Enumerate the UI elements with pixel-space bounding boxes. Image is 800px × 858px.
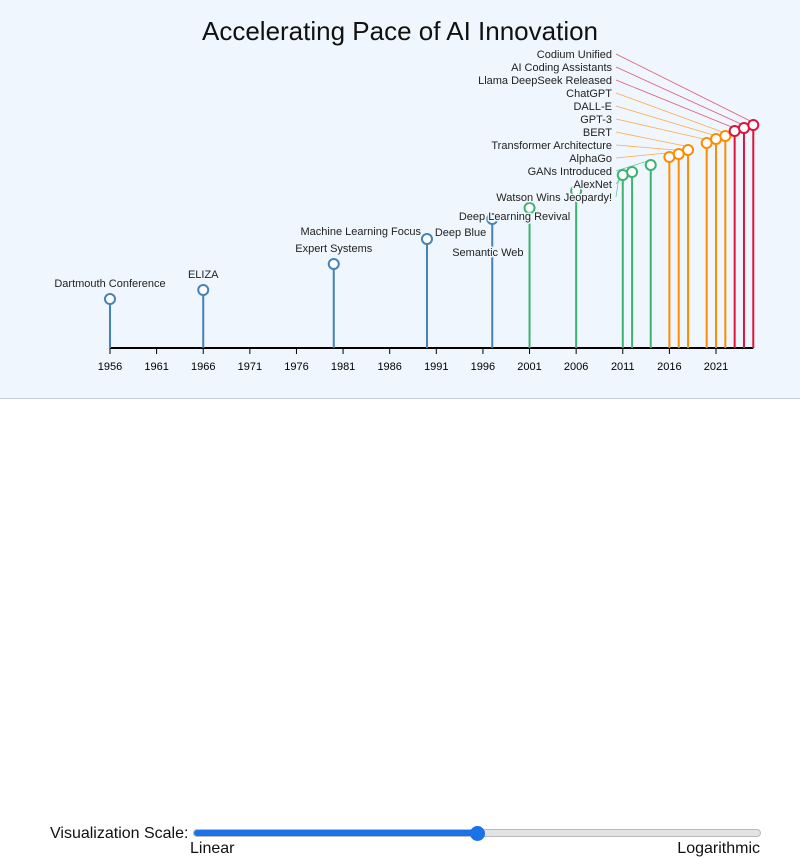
x-tick-label: 1976 bbox=[284, 361, 308, 373]
chart-title: Accelerating Pace of AI Innovation bbox=[202, 16, 598, 46]
x-tick-label: 2006 bbox=[564, 361, 588, 373]
event-label: DALL-E bbox=[573, 101, 612, 113]
x-tick-label: 1966 bbox=[191, 361, 215, 373]
x-tick-label: 1996 bbox=[471, 361, 495, 373]
x-tick-label: 1971 bbox=[238, 361, 262, 373]
label-leader-line bbox=[615, 53, 751, 122]
event-label: Llama DeepSeek Released bbox=[478, 75, 612, 87]
label-leader-line bbox=[615, 131, 686, 147]
label-leader-line bbox=[615, 144, 676, 151]
event-label: BERT bbox=[583, 127, 612, 139]
label-leader-line bbox=[615, 92, 723, 133]
x-tick-label: 2011 bbox=[611, 361, 635, 373]
x-tick-label: 1991 bbox=[424, 361, 448, 373]
event-marker bbox=[523, 202, 536, 214]
x-tick-label: 2016 bbox=[657, 361, 681, 373]
x-tick-label: 2001 bbox=[517, 361, 541, 373]
x-tick-label: 1986 bbox=[377, 361, 401, 373]
event-marker bbox=[327, 258, 340, 270]
x-tick-label: 1981 bbox=[331, 361, 355, 373]
logarithmic-label: Logarithmic bbox=[677, 840, 760, 857]
controls-panel: Visualization Scale: Linear Logarithmic bbox=[0, 399, 800, 857]
event-marker bbox=[747, 119, 760, 131]
event-label: AI Coding Assistants bbox=[511, 62, 612, 74]
event-label: GPT-3 bbox=[580, 114, 612, 126]
event-label: Deep Learning Revival bbox=[459, 211, 570, 223]
event-marker bbox=[719, 130, 732, 142]
scale-slider-thumb[interactable] bbox=[470, 826, 485, 841]
event-label: AlexNet bbox=[573, 179, 612, 191]
event-label: Watson Wins Jeopardy! bbox=[496, 192, 612, 204]
x-tick-label: 2021 bbox=[704, 361, 728, 373]
event-marker bbox=[682, 144, 695, 156]
label-leader-line bbox=[615, 118, 704, 140]
scale-label: Visualization Scale: bbox=[50, 825, 189, 842]
event-label: Semantic Web bbox=[452, 247, 523, 259]
event-label: Machine Learning Focus bbox=[301, 226, 422, 238]
event-marker bbox=[197, 284, 210, 296]
timeline-chart: Accelerating Pace of AI Innovation 1956 1… bbox=[53, 16, 760, 373]
event-label: Codium Unified bbox=[537, 49, 612, 61]
linear-label: Linear bbox=[190, 840, 235, 857]
x-tick-label: 1961 bbox=[144, 361, 168, 373]
event-label: ChatGPT bbox=[566, 88, 612, 100]
event-label: AlphaGo bbox=[569, 153, 612, 165]
event-label: ELIZA bbox=[188, 269, 219, 281]
label-leader-line bbox=[615, 66, 742, 125]
x-tick-label: 1956 bbox=[98, 361, 122, 373]
event-marker bbox=[420, 233, 433, 245]
label-leader-line bbox=[615, 79, 732, 128]
event-marker bbox=[570, 185, 583, 197]
label-leader-line bbox=[615, 105, 714, 136]
event-label: Dartmouth Conference bbox=[54, 278, 165, 290]
event-label: GANs Introduced bbox=[528, 166, 612, 178]
event-marker bbox=[644, 159, 657, 171]
chart-panel: Accelerating Pace of AI Innovation 1956 1… bbox=[0, 0, 800, 399]
event-label: Expert Systems bbox=[295, 243, 373, 255]
event-marker bbox=[104, 293, 116, 305]
label-leader-line bbox=[615, 152, 667, 159]
event-marker bbox=[626, 166, 639, 178]
event-label: Deep Blue bbox=[435, 227, 486, 239]
scale-slider-fill bbox=[194, 830, 477, 836]
event-marker bbox=[486, 213, 499, 225]
event-label: Transformer Architecture bbox=[491, 140, 612, 152]
